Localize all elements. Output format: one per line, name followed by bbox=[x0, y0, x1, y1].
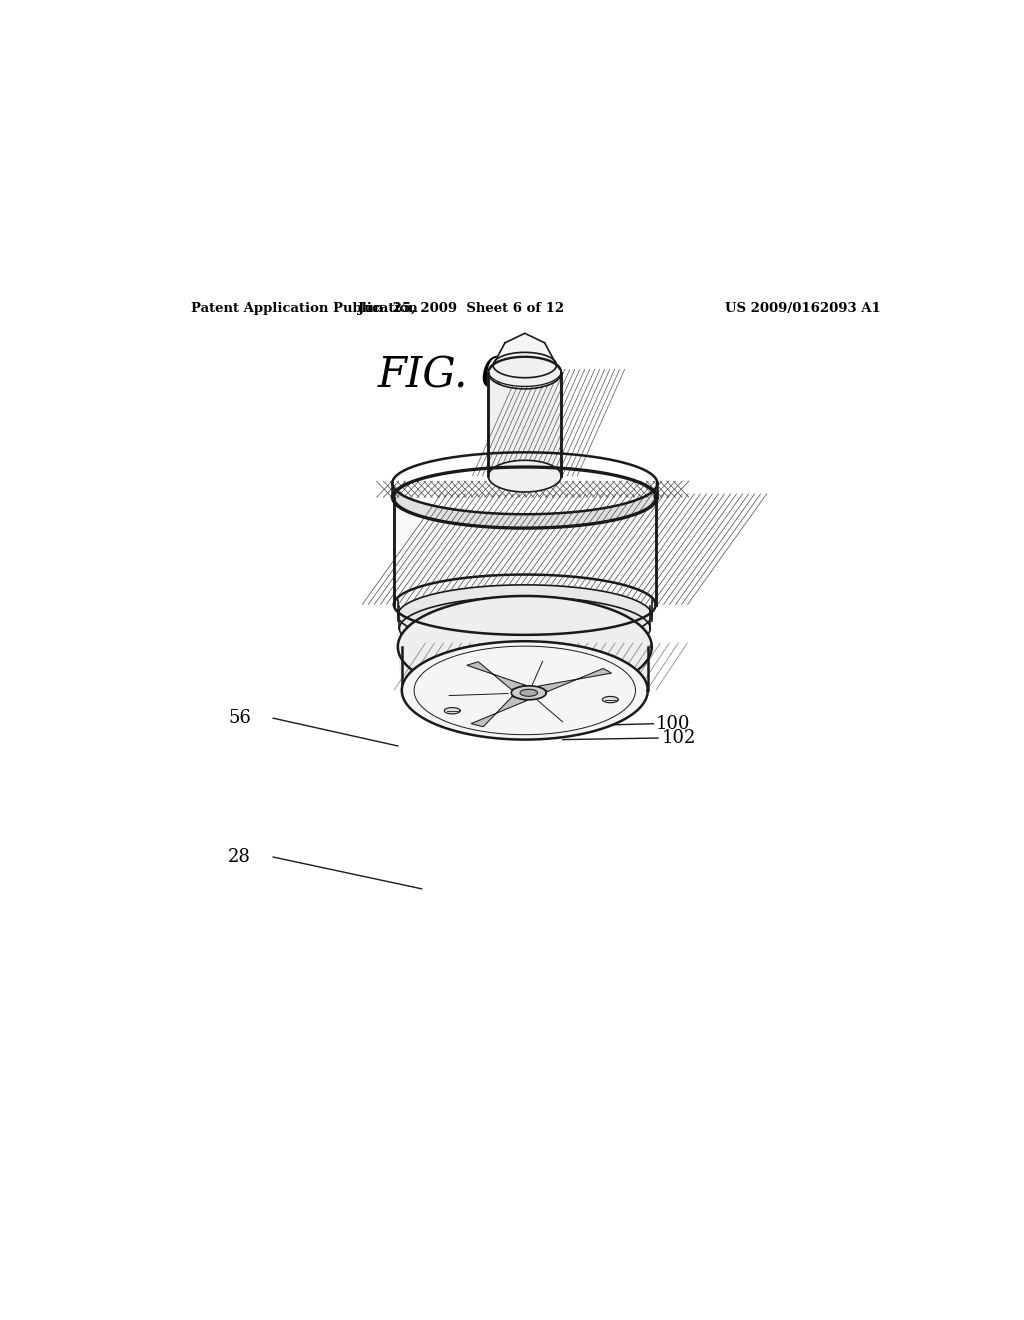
Text: 56: 56 bbox=[228, 709, 251, 727]
Polygon shape bbox=[444, 708, 460, 714]
Polygon shape bbox=[394, 498, 655, 635]
Polygon shape bbox=[392, 483, 657, 528]
Polygon shape bbox=[602, 697, 618, 702]
Text: 28: 28 bbox=[228, 847, 251, 866]
Polygon shape bbox=[494, 333, 557, 378]
Text: 102: 102 bbox=[662, 729, 695, 747]
Text: FIG. 6: FIG. 6 bbox=[378, 355, 508, 397]
Text: 100: 100 bbox=[655, 714, 690, 733]
Polygon shape bbox=[520, 689, 538, 696]
Polygon shape bbox=[399, 597, 650, 660]
Text: US 2009/0162093 A1: US 2009/0162093 A1 bbox=[725, 301, 881, 314]
Polygon shape bbox=[397, 647, 652, 739]
Polygon shape bbox=[488, 461, 561, 492]
Polygon shape bbox=[398, 595, 652, 697]
Polygon shape bbox=[511, 686, 546, 700]
Polygon shape bbox=[539, 668, 611, 692]
Text: Patent Application Publication: Patent Application Publication bbox=[191, 301, 418, 314]
Polygon shape bbox=[471, 697, 527, 727]
Polygon shape bbox=[488, 356, 561, 387]
Text: Jun. 25, 2009  Sheet 6 of 12: Jun. 25, 2009 Sheet 6 of 12 bbox=[358, 301, 564, 314]
Polygon shape bbox=[494, 352, 557, 378]
Polygon shape bbox=[398, 585, 652, 645]
Polygon shape bbox=[488, 374, 561, 492]
Polygon shape bbox=[467, 661, 525, 689]
Polygon shape bbox=[401, 642, 648, 739]
